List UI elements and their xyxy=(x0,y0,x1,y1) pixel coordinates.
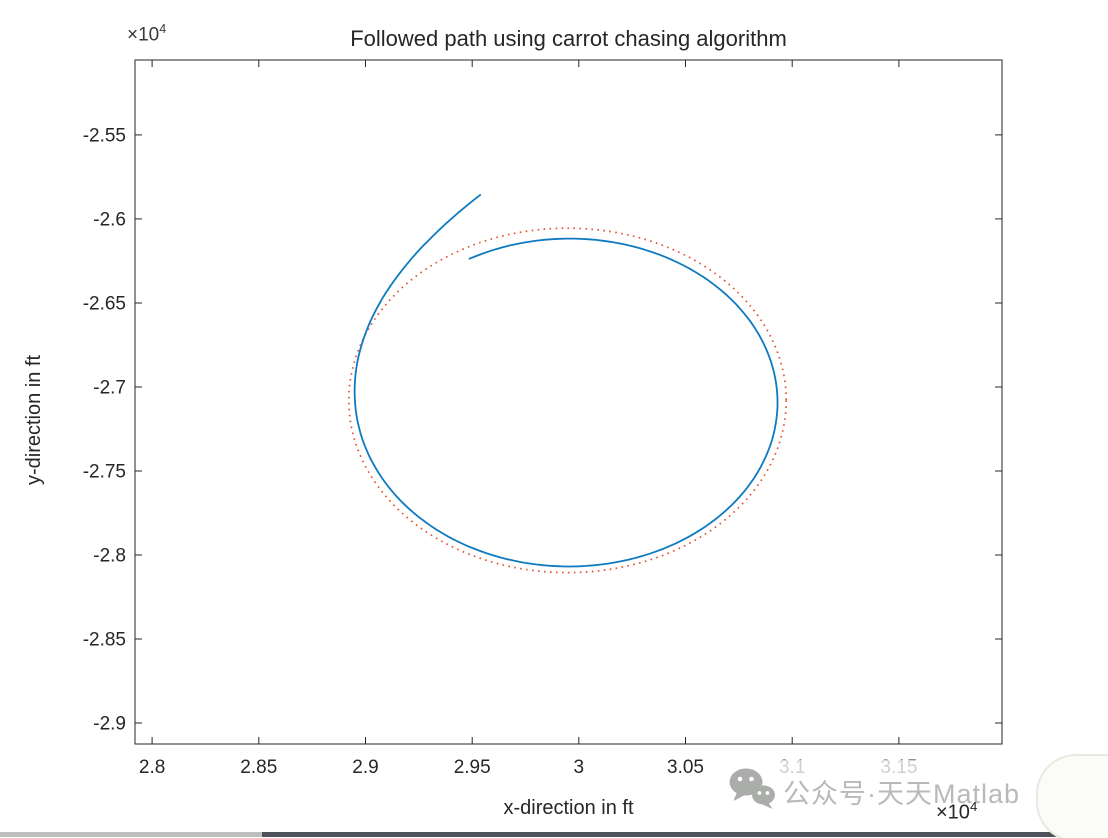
wechat-icon xyxy=(727,766,777,817)
horizontal-scrollbar-track[interactable] xyxy=(0,832,1108,837)
y-tick-label: -2.55 xyxy=(83,125,126,146)
x-tick-label: 2.95 xyxy=(454,757,491,778)
horizontal-scrollbar-thumb[interactable] xyxy=(262,832,1108,837)
x-tick-label: 2.85 xyxy=(240,757,277,778)
x-tick-label: 2.8 xyxy=(139,757,165,778)
y-tick-label: -2.8 xyxy=(93,546,126,567)
followed-path-line xyxy=(353,194,779,568)
y-axis-label: y-direction in ft xyxy=(23,354,45,486)
y-tick-label: -2.7 xyxy=(93,378,126,399)
y-tick-label: -2.65 xyxy=(83,294,126,315)
y-tick-label: -2.75 xyxy=(83,462,126,483)
axes-box xyxy=(134,59,1003,745)
x-tick-label: 2.9 xyxy=(352,757,378,778)
watermark-bubble-corner xyxy=(1036,754,1108,838)
watermark: 公众号·天天Matlab xyxy=(727,766,1020,817)
y-tick-label: -2.9 xyxy=(93,714,126,735)
y-axis-multiplier: ×104 xyxy=(127,22,167,46)
x-axis-multiplier: ×104 xyxy=(936,799,978,824)
y-tick-label: -2.85 xyxy=(83,630,126,651)
watermark-text: 公众号·天天Matlab xyxy=(783,779,1021,809)
x-tick-label: 3 xyxy=(574,757,585,778)
y-tick-label: -2.6 xyxy=(93,209,126,230)
x-tick-label: 3.05 xyxy=(667,757,704,778)
x-axis-label: x-direction in ft xyxy=(503,797,634,819)
chart-title: Followed path using carrot chasing algor… xyxy=(350,26,787,51)
desired-path-line xyxy=(347,227,788,574)
